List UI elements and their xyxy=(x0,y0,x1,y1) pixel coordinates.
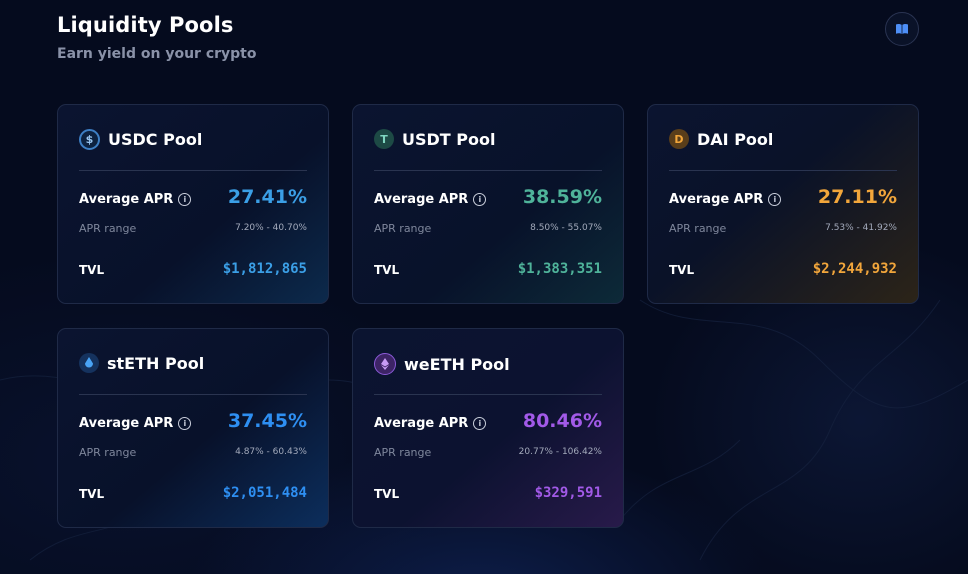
average-apr-text: Average APR xyxy=(79,192,174,207)
pool-card-steth[interactable]: stETH Pool Average APR i 37.45% APR rang… xyxy=(57,328,329,528)
divider xyxy=(374,170,602,171)
average-apr-value: 27.41% xyxy=(227,186,307,208)
apr-range-label: APR range xyxy=(374,222,432,235)
info-icon[interactable]: i xyxy=(768,193,782,206)
tvl-label: TVL xyxy=(374,263,400,277)
page-title: Liquidity Pools xyxy=(57,13,234,37)
average-apr-label: Average APR i xyxy=(79,416,192,431)
info-icon[interactable]: i xyxy=(178,193,192,206)
pool-card-dai[interactable]: D DAI Pool Average APR i 27.11% APR rang… xyxy=(647,104,919,304)
weeth-icon xyxy=(374,353,396,375)
apr-range-label: APR range xyxy=(374,446,432,459)
docs-button[interactable] xyxy=(885,12,919,46)
drop-shape xyxy=(85,357,93,368)
info-icon[interactable]: i xyxy=(473,417,487,430)
tvl-label: TVL xyxy=(79,487,105,501)
average-apr-value: 38.59% xyxy=(522,186,602,208)
card-header: weETH Pool xyxy=(374,353,510,375)
pool-name: DAI Pool xyxy=(697,129,774,149)
pool-name: weETH Pool xyxy=(404,354,510,374)
book-icon xyxy=(896,24,908,34)
tvl-value: $1,812,865 xyxy=(222,261,307,277)
divider xyxy=(374,394,602,395)
info-icon[interactable]: i xyxy=(178,417,192,430)
tvl-value: $2,244,932 xyxy=(812,261,897,277)
pool-card-usdc[interactable]: $ USDC Pool Average APR i 27.41% APR ran… xyxy=(57,104,329,304)
pool-card-usdt[interactable]: T USDT Pool Average APR i 38.59% APR ran… xyxy=(352,104,624,304)
pool-name: USDC Pool xyxy=(108,130,203,149)
pool-card-weeth[interactable]: weETH Pool Average APR i 80.46% APR rang… xyxy=(352,328,624,528)
divider xyxy=(79,394,307,395)
dai-icon: D xyxy=(669,129,689,149)
average-apr-label: Average APR i xyxy=(374,192,487,207)
usdc-icon: $ xyxy=(79,129,100,150)
average-apr-text: Average APR xyxy=(79,416,174,431)
average-apr-label: Average APR i xyxy=(79,192,192,207)
average-apr-text: Average APR xyxy=(374,192,469,207)
apr-range-label: APR range xyxy=(669,222,727,235)
page-header: Liquidity Pools Earn yield on your crypt… xyxy=(57,10,256,62)
average-apr-value: 27.11% xyxy=(817,186,897,208)
card-header: $ USDC Pool xyxy=(79,129,202,150)
tvl-value: $2,051,484 xyxy=(222,485,307,501)
card-header: T USDT Pool xyxy=(374,129,495,149)
average-apr-text: Average APR xyxy=(374,416,469,431)
info-icon[interactable]: i xyxy=(473,193,487,206)
card-header: D DAI Pool xyxy=(669,129,773,149)
average-apr-value: 80.46% xyxy=(522,410,602,432)
apr-range-value: 7.53% - 41.92% xyxy=(825,223,897,233)
average-apr-value: 37.45% xyxy=(227,410,307,432)
apr-range-value: 20.77% - 106.42% xyxy=(518,447,602,457)
eth-diamond-shape xyxy=(381,358,389,370)
apr-range-value: 8.50% - 55.07% xyxy=(530,223,602,233)
tvl-value: $1,383,351 xyxy=(517,261,602,277)
average-apr-text: Average APR xyxy=(669,192,764,207)
apr-range-value: 7.20% - 40.70% xyxy=(235,223,307,233)
apr-range-label: APR range xyxy=(79,222,137,235)
page-subtitle: Earn yield on your crypto xyxy=(57,46,257,62)
usdt-icon: T xyxy=(374,129,394,149)
average-apr-label: Average APR i xyxy=(374,416,487,431)
pool-name: USDT Pool xyxy=(402,129,496,149)
tvl-label: TVL xyxy=(374,487,400,501)
steth-icon xyxy=(79,353,99,373)
pool-name: stETH Pool xyxy=(107,353,205,373)
apr-range-label: APR range xyxy=(79,446,137,459)
divider xyxy=(79,170,307,171)
apr-range-value: 4.87% - 60.43% xyxy=(235,447,307,457)
tvl-value: $329,591 xyxy=(534,485,602,501)
average-apr-label: Average APR i xyxy=(669,192,782,207)
divider xyxy=(669,170,897,171)
card-header: stETH Pool xyxy=(79,353,204,373)
tvl-label: TVL xyxy=(669,263,695,277)
tvl-label: TVL xyxy=(79,263,105,277)
